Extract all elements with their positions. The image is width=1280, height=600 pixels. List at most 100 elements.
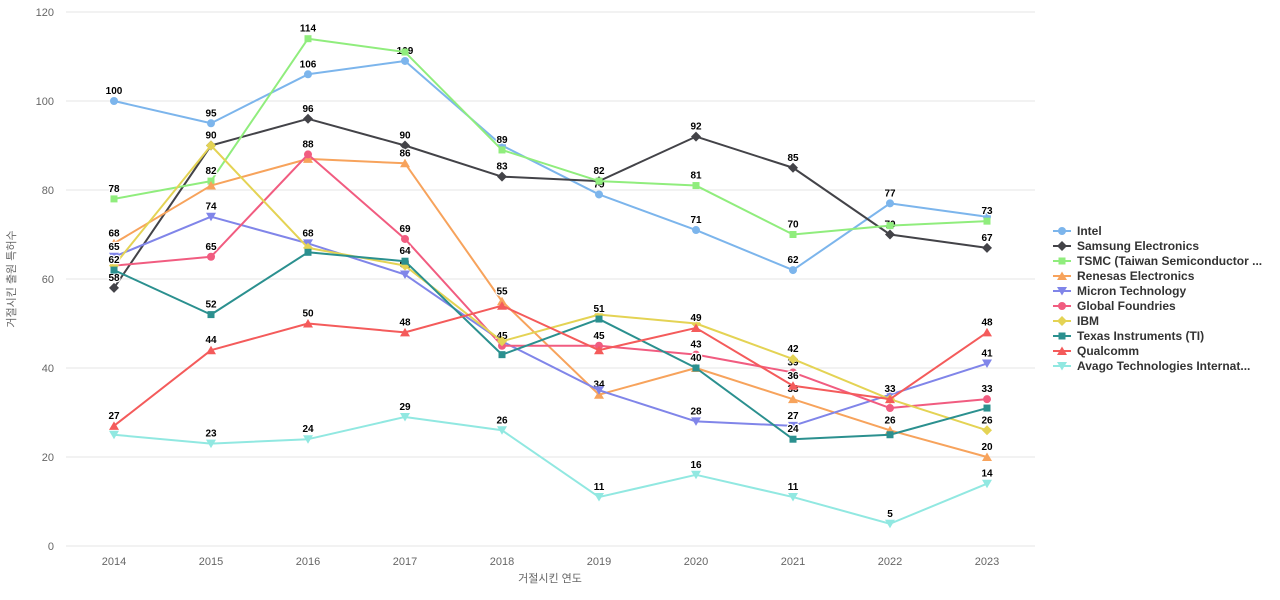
data-point-tsmc-taiwan-semiconductor-2022[interactable] — [886, 222, 894, 230]
data-point-avago-technologies-internat-2014[interactable] — [109, 430, 119, 440]
data-point-micron-technology-2020[interactable] — [691, 417, 701, 426]
data-point-samsung-electronics-2020[interactable] — [691, 131, 701, 142]
data-point-global-foundries-2022[interactable] — [886, 404, 894, 413]
data-point-micron-technology-2023[interactable] — [982, 359, 992, 369]
data-point-avago-technologies-internat-2019[interactable] — [594, 493, 604, 502]
data-label: 42 — [787, 344, 799, 355]
data-point-avago-technologies-internat-2018[interactable] — [497, 426, 507, 435]
data-point-tsmc-taiwan-semiconductor-2017[interactable] — [401, 48, 409, 56]
data-point-texas-instruments-ti-2020[interactable] — [692, 364, 700, 372]
data-point-qualcomm-2017[interactable] — [400, 327, 410, 337]
data-point-micron-technology-2014[interactable] — [109, 252, 119, 262]
data-point-avago-technologies-internat-2021[interactable] — [788, 493, 798, 502]
data-point-texas-instruments-ti-2022[interactable] — [886, 431, 894, 439]
data-point-texas-instruments-ti-2018[interactable] — [498, 351, 506, 359]
data-point-texas-instruments-ti-2014[interactable] — [110, 266, 118, 274]
data-point-texas-instruments-ti-2017[interactable] — [401, 257, 409, 265]
data-point-qualcomm-2018[interactable] — [497, 301, 507, 310]
legend-item-renesas-electronics[interactable]: Renesas Electronics — [1053, 269, 1195, 283]
data-point-qualcomm-2021[interactable] — [788, 381, 798, 390]
data-point-micron-technology-2017[interactable] — [400, 270, 410, 280]
legend-item-qualcomm[interactable]: Qualcomm — [1053, 344, 1139, 358]
legend-item-tsmc-taiwan-semiconductor[interactable]: TSMC (Taiwan Semiconductor ... — [1053, 254, 1262, 268]
legend-item-avago-technologies-internat[interactable]: Avago Technologies Internat... — [1053, 359, 1250, 373]
data-point-ibm-2021[interactable] — [788, 354, 798, 365]
data-point-avago-technologies-internat-2020[interactable] — [691, 470, 701, 480]
legend-item-global-foundries[interactable]: Global Foundries — [1053, 299, 1176, 313]
data-point-intel-2021[interactable] — [789, 266, 797, 275]
data-point-qualcomm-2023[interactable] — [982, 327, 992, 337]
data-point-micron-technology-2015[interactable] — [206, 212, 216, 222]
data-point-global-foundries-2017[interactable] — [401, 234, 409, 243]
data-point-texas-instruments-ti-2021[interactable] — [789, 435, 797, 443]
data-point-global-foundries-2016[interactable] — [304, 150, 312, 159]
data-point-texas-instruments-ti-2016[interactable] — [304, 248, 312, 256]
data-point-ibm-2018[interactable] — [497, 336, 507, 347]
data-point-renesas-electronics-2018[interactable] — [497, 296, 507, 306]
data-point-tsmc-taiwan-semiconductor-2014[interactable] — [110, 195, 118, 203]
legend-item-texas-instruments-ti[interactable]: Texas Instruments (TI) — [1053, 329, 1204, 343]
data-point-intel-2015[interactable] — [207, 119, 215, 128]
data-point-qualcomm-2015[interactable] — [206, 345, 216, 355]
data-point-samsung-electronics-2022[interactable] — [885, 229, 895, 240]
data-point-intel-2014[interactable] — [110, 97, 118, 105]
data-point-renesas-electronics-2015[interactable] — [206, 181, 216, 190]
data-point-samsung-electronics-2018[interactable] — [497, 171, 507, 182]
legend-item-ibm[interactable]: IBM — [1053, 314, 1099, 328]
data-point-tsmc-taiwan-semiconductor-2020[interactable] — [692, 182, 700, 190]
data-point-avago-technologies-internat-2015[interactable] — [206, 439, 216, 449]
data-point-samsung-electronics-2017[interactable] — [400, 140, 410, 151]
data-point-qualcomm-2014[interactable] — [109, 421, 119, 430]
x-tick-label: 2018 — [490, 556, 514, 568]
data-point-intel-2022[interactable] — [886, 199, 894, 208]
data-point-avago-technologies-internat-2016[interactable] — [303, 435, 313, 444]
data-point-texas-instruments-ti-2015[interactable] — [207, 311, 215, 319]
data-point-ibm-2023[interactable] — [982, 425, 992, 436]
data-point-samsung-electronics-2023[interactable] — [982, 242, 992, 253]
data-point-qualcomm-2022[interactable] — [885, 394, 895, 404]
data-point-avago-technologies-internat-2022[interactable] — [885, 519, 895, 529]
legend-item-samsung-electronics[interactable]: Samsung Electronics — [1053, 239, 1199, 253]
data-point-renesas-electronics-2017[interactable] — [400, 158, 410, 168]
data-point-global-foundries-2020[interactable] — [692, 350, 700, 359]
data-point-tsmc-taiwan-semiconductor-2019[interactable] — [595, 177, 603, 185]
series-line-avago-technologies-internat — [113, 415, 988, 525]
data-label: 24 — [787, 424, 799, 435]
data-point-renesas-electronics-2016[interactable] — [303, 154, 313, 163]
data-point-samsung-electronics-2021[interactable] — [788, 162, 798, 173]
legend-item-intel[interactable]: Intel — [1053, 224, 1102, 238]
data-point-tsmc-taiwan-semiconductor-2021[interactable] — [789, 231, 797, 238]
data-label: 88 — [302, 139, 314, 150]
data-point-intel-2016[interactable] — [304, 70, 312, 79]
data-point-tsmc-taiwan-semiconductor-2023[interactable] — [983, 217, 991, 225]
data-point-qualcomm-2020[interactable] — [691, 323, 701, 332]
data-point-intel-2020[interactable] — [692, 226, 700, 235]
data-point-samsung-electronics-2014[interactable] — [109, 282, 119, 293]
data-point-global-foundries-2015[interactable] — [207, 252, 215, 261]
series-samsung-electronics: 58 90 96 90 83 82 92 85 70 67 — [107, 103, 994, 293]
data-point-global-foundries-2021[interactable] — [789, 368, 797, 377]
data-point-tsmc-taiwan-semiconductor-2016[interactable] — [304, 35, 312, 43]
data-point-renesas-electronics-2023[interactable] — [982, 452, 992, 462]
data-point-micron-technology-2019[interactable] — [594, 386, 604, 395]
data-point-tsmc-taiwan-semiconductor-2018[interactable] — [498, 146, 506, 154]
data-point-renesas-electronics-2014[interactable] — [109, 238, 119, 248]
data-point-avago-technologies-internat-2017[interactable] — [400, 412, 410, 422]
data-point-intel-2019[interactable] — [595, 190, 603, 199]
data-point-ibm-2015[interactable] — [206, 140, 216, 151]
data-point-qualcomm-2016[interactable] — [303, 319, 313, 328]
data-point-avago-technologies-internat-2023[interactable] — [982, 479, 992, 489]
data-point-qualcomm-2019[interactable] — [594, 345, 604, 355]
y-tick-label: 0 — [48, 541, 54, 553]
data-label: 5 — [887, 509, 893, 520]
data-point-intel-2017[interactable] — [401, 56, 409, 65]
legend-item-micron-technology[interactable]: Micron Technology — [1053, 284, 1186, 298]
data-point-micron-technology-2021[interactable] — [788, 421, 798, 431]
data-label: 11 — [788, 482, 799, 493]
data-point-texas-instruments-ti-2019[interactable] — [595, 315, 603, 323]
data-point-renesas-electronics-2021[interactable] — [788, 394, 798, 404]
data-point-texas-instruments-ti-2023[interactable] — [983, 404, 991, 412]
data-point-samsung-electronics-2016[interactable] — [303, 113, 313, 124]
data-label: 96 — [302, 104, 314, 115]
data-point-global-foundries-2023[interactable] — [983, 395, 991, 404]
